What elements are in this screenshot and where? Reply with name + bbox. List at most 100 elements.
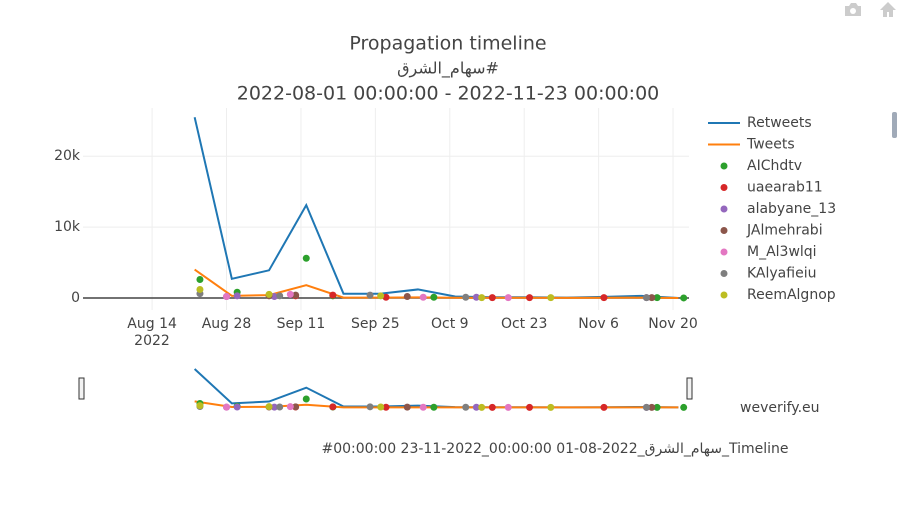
series-point: [286, 290, 294, 298]
legend-label: AIChdtv: [747, 158, 802, 174]
rangeslider-point: [600, 403, 608, 411]
rangeslider-point: [265, 403, 273, 411]
x-tick-label: Nov 6: [578, 316, 619, 332]
series-point: [680, 294, 688, 302]
legend-item[interactable]: uaearab11: [720, 180, 823, 196]
series-point: [366, 291, 374, 299]
rangeslider-point: [653, 403, 661, 411]
series-point: [526, 294, 534, 302]
rangeslider-point: [648, 403, 656, 411]
series-point: [478, 294, 486, 302]
legend-item[interactable]: alabyane_13: [720, 201, 837, 217]
legend-label: M_Al3wlqi: [747, 244, 817, 260]
y-tick-label: 0: [71, 290, 80, 306]
series-point: [233, 292, 241, 300]
legend-swatch: [720, 270, 728, 277]
x-tick-label: Nov 20: [648, 316, 698, 332]
x-tick-label: Aug 14: [127, 316, 177, 332]
legend-item[interactable]: KAlyafieiu: [720, 266, 817, 282]
legend-item[interactable]: M_Al3wlqi: [720, 244, 817, 260]
series-point: [196, 285, 204, 293]
series-point: [642, 294, 650, 302]
modebar: [843, 2, 896, 18]
caption: #00:00:00 23-11-2022_00:00:00 01-08-2022…: [322, 441, 789, 457]
chart-title: Propagation timeline: [349, 33, 546, 55]
rangeslider-point: [472, 403, 480, 411]
rangeslider-line: [193, 368, 679, 409]
range-handle-left[interactable]: [78, 377, 85, 400]
chart-subtitle: #سهام_الشرق: [397, 59, 499, 79]
legend-item[interactable]: Retweets: [708, 115, 812, 131]
y-tick-label: 20k: [54, 148, 81, 164]
legend-label: Tweets: [746, 137, 795, 153]
series-line: [193, 116, 679, 299]
rangeslider-point: [329, 403, 337, 411]
legend-swatch: [720, 205, 728, 213]
legend-swatch: [720, 184, 728, 191]
legend-item[interactable]: JAlmehrabi: [720, 223, 823, 239]
legend-item[interactable]: Tweets: [708, 137, 795, 153]
series-point: [403, 293, 411, 301]
x-tick-label: Oct 9: [431, 316, 469, 332]
series-point: [382, 293, 390, 301]
rangeslider-point: [419, 403, 427, 411]
rangeslider-point: [430, 403, 438, 411]
rangeslider-point: [276, 403, 284, 411]
x-tick-label: Aug 28: [202, 316, 252, 332]
range-handle-right[interactable]: [686, 377, 693, 400]
series-point: [648, 294, 656, 302]
series-point: [196, 276, 204, 284]
date-range: 2022-08-01 00:00:00 - 2022-11-23 00:00:0…: [237, 83, 660, 105]
legend-label: Retweets: [747, 115, 812, 131]
rangeslider-point: [526, 403, 534, 411]
legend-swatch: [720, 248, 728, 256]
series-point: [430, 293, 438, 301]
camera-lens: [850, 8, 856, 14]
legend-label: uaearab11: [747, 180, 823, 196]
legend-swatch: [720, 227, 728, 234]
series-point: [462, 293, 470, 301]
legend-swatch: [720, 162, 728, 170]
series-point: [377, 292, 385, 300]
rangeslider-point: [478, 403, 486, 411]
series-point: [653, 294, 661, 302]
rangeslider-point: [403, 403, 411, 411]
rangeslider-point: [547, 403, 555, 411]
series-point: [504, 294, 512, 302]
rangeslider-point: [233, 403, 241, 411]
legend-item[interactable]: ReemAlgnop: [720, 287, 836, 303]
rangeslider-point: [488, 403, 496, 411]
rangeslider-point: [462, 403, 470, 411]
y-tick-label: 10k: [54, 219, 81, 235]
rangeslider-point: [302, 395, 310, 403]
rangeslider-point: [642, 403, 650, 411]
rangeslider-point: [382, 403, 390, 411]
rangeslider-point: [366, 403, 374, 411]
legend-label: KAlyafieiu: [747, 266, 816, 282]
x-year-label: 2022: [134, 333, 170, 349]
watermark: weverify.eu: [740, 400, 820, 416]
legend-item[interactable]: AIChdtv: [720, 158, 803, 174]
series-point: [270, 293, 278, 301]
series-point: [302, 254, 310, 262]
series-point: [547, 294, 555, 302]
legend-swatch: [720, 291, 728, 299]
series-point: [292, 291, 300, 299]
rangeslider-point: [377, 403, 385, 411]
x-tick-label: Oct 23: [501, 316, 547, 332]
x-tick-label: Sep 25: [351, 316, 400, 332]
rangeslider-point: [223, 403, 231, 411]
rangeslider-point: [196, 402, 204, 410]
rangeslider-point: [504, 403, 512, 411]
legend-scrollbar[interactable]: [892, 112, 897, 138]
rangeslider-point: [286, 403, 294, 411]
home-button[interactable]: [880, 2, 896, 17]
legend: Retweets Tweets AIChdtv uaearab11 alabyane_1…: [708, 115, 836, 303]
legend-label: alabyane_13: [747, 201, 836, 217]
rangeslider-point: [270, 403, 278, 411]
series-point: [329, 291, 337, 299]
series-point: [223, 293, 231, 301]
x-tick-label: Sep 11: [277, 316, 326, 332]
rangeslider-point: [292, 403, 300, 411]
